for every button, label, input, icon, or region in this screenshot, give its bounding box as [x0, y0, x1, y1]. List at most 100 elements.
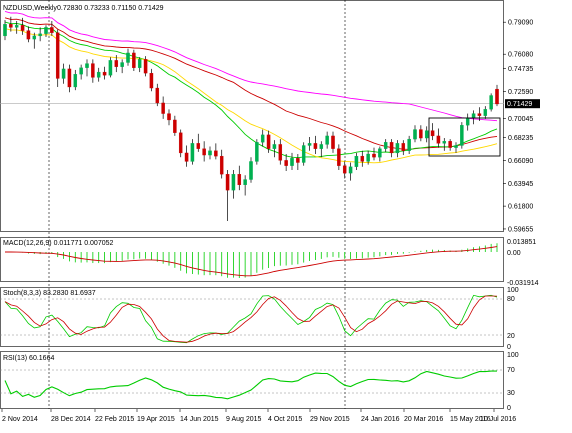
candle-body: [266, 134, 271, 149]
candle-body: [407, 138, 411, 151]
candle-body: [495, 88, 499, 105]
rsi-tick-30: 30: [507, 390, 515, 397]
price-tick-label: 0.76080: [508, 52, 533, 59]
time-tick-label: 4 Oct 2015: [268, 416, 302, 423]
candle-body: [44, 27, 48, 34]
candle-body: [260, 134, 265, 143]
rsi-pane: [4, 370, 497, 400]
time-tick-label: 10 Jul 2016: [480, 416, 516, 423]
candle-body: [190, 143, 195, 162]
candle-body: [126, 52, 130, 63]
candle-body: [424, 130, 429, 139]
stoch-tick-20: 20: [507, 333, 515, 340]
candle-body: [290, 158, 294, 166]
candle-body: [208, 150, 212, 156]
candle-body: [61, 68, 66, 79]
stoch-title: Stoch(8,3,3) 83.2830 81.6937: [3, 290, 96, 297]
candle-body: [301, 145, 306, 163]
candle-body: [26, 30, 31, 40]
stoch-tick-100: 100: [507, 287, 519, 294]
macd-signal-line: [5, 246, 498, 277]
candle-body: [348, 166, 353, 174]
stoch-tick-80: 80: [507, 296, 515, 303]
candle-body: [389, 142, 394, 154]
macd-tick-bottom: -0.031914: [507, 280, 539, 287]
candle-body: [354, 155, 359, 167]
candle-body: [91, 63, 95, 78]
candle-body: [108, 60, 113, 76]
candle-body: [9, 24, 13, 28]
candle-body: [96, 71, 101, 78]
candle-body: [67, 68, 72, 88]
last-price-marker: [505, 99, 540, 109]
candle-body: [73, 74, 78, 88]
candle-body: [413, 129, 417, 140]
highlight-rectangle: [428, 117, 501, 157]
candle-body: [313, 143, 318, 149]
stoch-signal-line: [4, 295, 498, 343]
moving-averages: [4, 10, 498, 164]
candle-body: [196, 143, 201, 149]
time-tick-label: 24 Jan 2016: [361, 416, 400, 423]
candle-body: [401, 143, 406, 151]
macd-title: MACD(12,26,9) 0.011771 0.007052: [3, 240, 113, 247]
candle-body: [14, 25, 19, 28]
ma-fast-line: [4, 21, 498, 159]
last-price-label: 0.71429: [507, 101, 532, 108]
time-tick-label: 14 Jun 2015: [180, 416, 219, 423]
time-tick-label: 22 Feb 2015: [95, 416, 134, 423]
candle-body: [120, 62, 124, 67]
price-pane-frame: [0, 0, 504, 232]
price-tick-label: 0.59655: [508, 226, 533, 233]
candle-body: [489, 95, 493, 110]
ma-yellow-line: [4, 28, 498, 164]
candle-body: [79, 67, 83, 75]
stoch-tick-0: 0: [507, 344, 511, 351]
candle-body: [149, 72, 154, 89]
candle-body: [430, 130, 435, 137]
price-pane-title: NZDUSD,Weekly: [3, 5, 57, 12]
price-tick-label: 0.79090: [508, 20, 533, 27]
candle-body: [454, 145, 458, 148]
stoch-pane: [4, 294, 498, 344]
candle-body: [325, 135, 329, 145]
price-tick-label: 0.70045: [508, 116, 533, 123]
time-tick-label: 20 Mar 2016: [404, 416, 443, 423]
stoch-main-line: [4, 294, 498, 344]
candle-body: [448, 141, 452, 148]
candle-body: [465, 117, 470, 126]
rsi-tick-70: 70: [507, 367, 515, 374]
rsi-tick-100: 100: [507, 352, 519, 359]
candle-body: [337, 148, 341, 166]
price-tick-label: 0.74735: [508, 66, 533, 73]
time-tick-label: 29 Nov 2015: [310, 416, 350, 423]
candle-body: [372, 153, 376, 158]
price-tick-label: 0.61800: [508, 204, 533, 211]
candle-body: [38, 33, 42, 37]
candle-body: [460, 125, 464, 146]
candle-body: [178, 132, 183, 154]
candle-body: [143, 59, 148, 74]
candle-body: [3, 24, 7, 37]
ma-mid-line: [4, 17, 498, 150]
price-tick-label: 0.63945: [508, 181, 533, 188]
time-axis: 2 Nov 2014 28 Dec 2014 22 Feb 2015 19 Apr 2…: [1, 409, 516, 423]
candle-body: [243, 179, 247, 186]
candle-body: [296, 158, 300, 163]
candle-body: [278, 144, 283, 161]
candle-body: [231, 174, 236, 191]
candle-body: [173, 119, 177, 133]
price-tick-label: 0.72590: [508, 89, 533, 96]
candle-body: [249, 161, 253, 180]
candle-body: [55, 32, 60, 79]
time-tick-label: 28 Dec 2014: [51, 416, 91, 423]
candle-body: [471, 113, 476, 118]
candle-body: [50, 27, 54, 33]
candle-body: [161, 102, 165, 114]
candle-body: [272, 144, 277, 149]
stoch-pane-frame: [0, 287, 504, 347]
candle-body: [395, 143, 400, 154]
candle-body: [155, 87, 160, 104]
price-tick-label: 0.66090: [508, 158, 533, 165]
